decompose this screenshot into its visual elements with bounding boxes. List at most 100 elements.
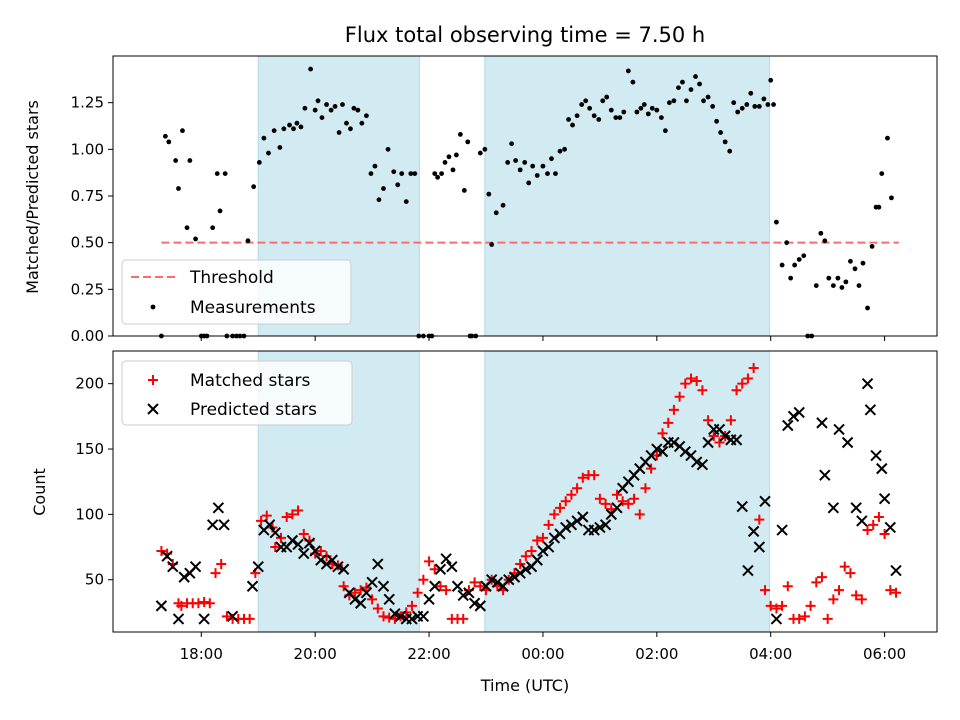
matched-star-point bbox=[458, 613, 469, 624]
predicted-star-point bbox=[696, 458, 709, 471]
x-tick-label: 04:00 bbox=[749, 645, 792, 663]
matched-star-point bbox=[469, 577, 480, 588]
measurement-point bbox=[465, 139, 471, 145]
measurement-point bbox=[813, 283, 819, 288]
predicted-star-point bbox=[206, 519, 219, 531]
measurement-point bbox=[830, 283, 836, 288]
measurement-point bbox=[517, 167, 523, 173]
matched-star-point bbox=[754, 514, 765, 525]
measurement-point bbox=[608, 107, 614, 113]
matched-star-point bbox=[851, 590, 862, 601]
predicted-star-point bbox=[560, 521, 572, 534]
measurement-point bbox=[748, 90, 754, 96]
measurement-point bbox=[180, 128, 185, 134]
measurement-point bbox=[540, 163, 546, 169]
y-tick-label: 0.50 bbox=[71, 234, 104, 252]
matched-star-point bbox=[794, 613, 805, 624]
measurement-point bbox=[860, 260, 866, 266]
measurement-point bbox=[822, 238, 828, 244]
predicted-star-point bbox=[668, 436, 680, 449]
measurement-point bbox=[271, 128, 277, 134]
predicted-star-point bbox=[355, 597, 367, 609]
measurement-point bbox=[245, 238, 251, 244]
predicted-star-point bbox=[759, 495, 771, 508]
measurement-point bbox=[621, 109, 627, 115]
matched-star-point bbox=[811, 577, 822, 588]
matched-star-point bbox=[429, 564, 440, 575]
matched-star-point bbox=[156, 545, 167, 556]
measurement-point bbox=[435, 174, 440, 180]
top-y-ticks: 0.00 0.25 0.50 0.75 1.00 1.25 bbox=[71, 94, 113, 345]
matched-star-point bbox=[221, 611, 232, 622]
measurement-point bbox=[376, 197, 382, 203]
x-tick-label: 00:00 bbox=[521, 645, 564, 663]
matched-star-point bbox=[298, 528, 309, 539]
measurement-point bbox=[739, 105, 745, 111]
predicted-star-point bbox=[565, 519, 578, 531]
matched-star-point bbox=[270, 542, 281, 553]
predicted-star-point bbox=[292, 538, 304, 551]
matched-star-point bbox=[293, 505, 304, 516]
measurement-point bbox=[600, 98, 606, 104]
measurement-point bbox=[839, 285, 845, 290]
measurement-point bbox=[391, 169, 397, 175]
matched-star-point bbox=[261, 510, 272, 521]
measurement-point bbox=[166, 139, 172, 145]
measurement-point bbox=[513, 158, 519, 163]
measurement-point bbox=[486, 191, 492, 197]
matched-star-point bbox=[361, 582, 372, 593]
predicted-star-point bbox=[198, 613, 210, 625]
measurement-point bbox=[355, 107, 361, 113]
matched-star-point bbox=[577, 472, 588, 483]
measurement-point bbox=[439, 171, 444, 177]
measurement-point bbox=[654, 107, 660, 113]
matched-star-point bbox=[210, 568, 221, 579]
predicted-star-point bbox=[793, 406, 805, 419]
bottom-x-ticks: 18:00 20:00 22:00 00:00 02:00 04:00 06:00 bbox=[180, 632, 906, 663]
matched-star-point bbox=[782, 581, 793, 592]
measurement-point bbox=[412, 171, 418, 177]
predicted-star-point bbox=[770, 613, 783, 625]
predicted-star-point bbox=[594, 521, 606, 534]
matched-star-point bbox=[594, 493, 605, 504]
measurement-point bbox=[328, 107, 334, 113]
matched-star-point bbox=[651, 450, 662, 461]
predicted-star-point bbox=[520, 563, 532, 575]
matched-star-point bbox=[338, 581, 349, 592]
matched-star-point bbox=[520, 551, 531, 562]
measurement-point bbox=[368, 171, 374, 177]
predicted-star-point bbox=[736, 500, 748, 513]
measurement-point bbox=[779, 262, 785, 268]
predicted-star-point bbox=[252, 560, 264, 573]
predicted-star-point bbox=[178, 571, 190, 583]
predicted-star-point bbox=[876, 462, 888, 475]
predicted-stars-series bbox=[155, 377, 902, 625]
measurement-point bbox=[658, 115, 664, 120]
measurement-point bbox=[638, 105, 644, 111]
y-tick-label: 0.75 bbox=[71, 187, 104, 205]
measurement-point bbox=[509, 141, 515, 147]
predicted-star-point bbox=[588, 524, 600, 536]
predicted-star-point bbox=[878, 492, 891, 505]
matched-star-point bbox=[742, 373, 753, 384]
measurement-point bbox=[312, 107, 318, 113]
predicted-star-point bbox=[753, 541, 766, 553]
measurement-point bbox=[522, 160, 528, 165]
matched-star-point bbox=[560, 496, 571, 507]
measurement-point bbox=[869, 244, 875, 249]
matched-star-point bbox=[424, 556, 435, 567]
legend-box bbox=[121, 259, 352, 325]
predicted-star-point bbox=[656, 445, 669, 458]
measurement-point bbox=[876, 204, 882, 210]
matched-star-point bbox=[611, 489, 622, 500]
measurement-point bbox=[526, 180, 532, 186]
matched-star-point bbox=[199, 596, 210, 607]
matched-star-point bbox=[204, 598, 215, 609]
predicted-star-point bbox=[389, 607, 401, 620]
predicted-star-point bbox=[742, 564, 754, 577]
legend-threshold-label: Threshold bbox=[189, 268, 274, 288]
bottom-legend: Matched stars Predicted stars bbox=[121, 360, 353, 426]
predicted-star-point bbox=[377, 580, 390, 592]
measurement-point bbox=[731, 100, 737, 106]
measurement-point bbox=[549, 156, 554, 162]
